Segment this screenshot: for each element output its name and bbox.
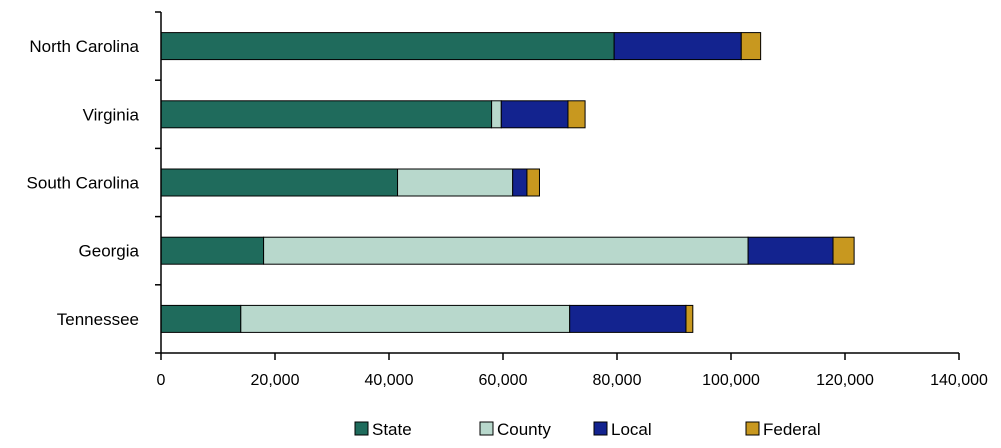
x-axis-ticks: 0 20,000 40,000 60,000 80,000 100,000 120,000 1…	[157, 353, 988, 389]
bar-local-north-carolina	[613, 32, 742, 61]
bar-local-south-carolina	[512, 168, 528, 197]
bar-county-georgia	[263, 236, 749, 265]
bar-county-virginia	[491, 100, 502, 129]
x-tick-label: 20,000	[251, 372, 300, 389]
bar-state-south-carolina	[160, 168, 399, 197]
bar-state-north-carolina	[160, 32, 615, 61]
x-tick-label: 140,000	[930, 372, 988, 389]
bar-county-tennessee	[240, 304, 571, 333]
bar-county-south-carolina	[397, 168, 514, 197]
legend-swatch-county	[479, 421, 494, 436]
category-label: Tennessee	[57, 310, 139, 329]
bar-federal-tennessee	[685, 304, 694, 333]
category-label: South Carolina	[27, 174, 140, 193]
axes-group	[155, 11, 959, 354]
category-labels: North Carolina Virginia South Carolina Geor…	[27, 37, 140, 329]
bar-federal-georgia	[832, 236, 855, 265]
bar-local-tennessee	[569, 304, 687, 333]
x-tick-label: 120,000	[816, 372, 874, 389]
bar-local-virginia	[500, 100, 569, 129]
legend-label-local: Local	[611, 420, 652, 439]
legend-label-county: County	[497, 420, 551, 439]
legend-swatch-state	[354, 421, 369, 436]
x-tick-label: 0	[157, 372, 166, 389]
bar-local-georgia	[747, 236, 834, 265]
legend-label-federal: Federal	[763, 420, 821, 439]
x-tick-label: 60,000	[479, 372, 528, 389]
bar-state-virginia	[160, 100, 493, 129]
x-tick-label: 100,000	[702, 372, 760, 389]
legend: State County Local Federal	[354, 420, 821, 439]
bars-group	[160, 32, 855, 333]
legend-label-state: State	[372, 420, 412, 439]
legend-swatch-local	[593, 421, 608, 436]
category-label: North Carolina	[29, 37, 139, 56]
category-label: Virginia	[83, 105, 140, 124]
legend-swatch-federal	[745, 421, 760, 436]
bar-state-georgia	[160, 236, 265, 265]
x-tick-label: 80,000	[593, 372, 642, 389]
bar-federal-north-carolina	[740, 32, 762, 61]
bar-state-tennessee	[160, 304, 242, 333]
category-label: Georgia	[79, 242, 140, 261]
bar-federal-virginia	[567, 100, 586, 129]
bar-federal-south-carolina	[526, 168, 540, 197]
x-tick-label: 40,000	[365, 372, 414, 389]
